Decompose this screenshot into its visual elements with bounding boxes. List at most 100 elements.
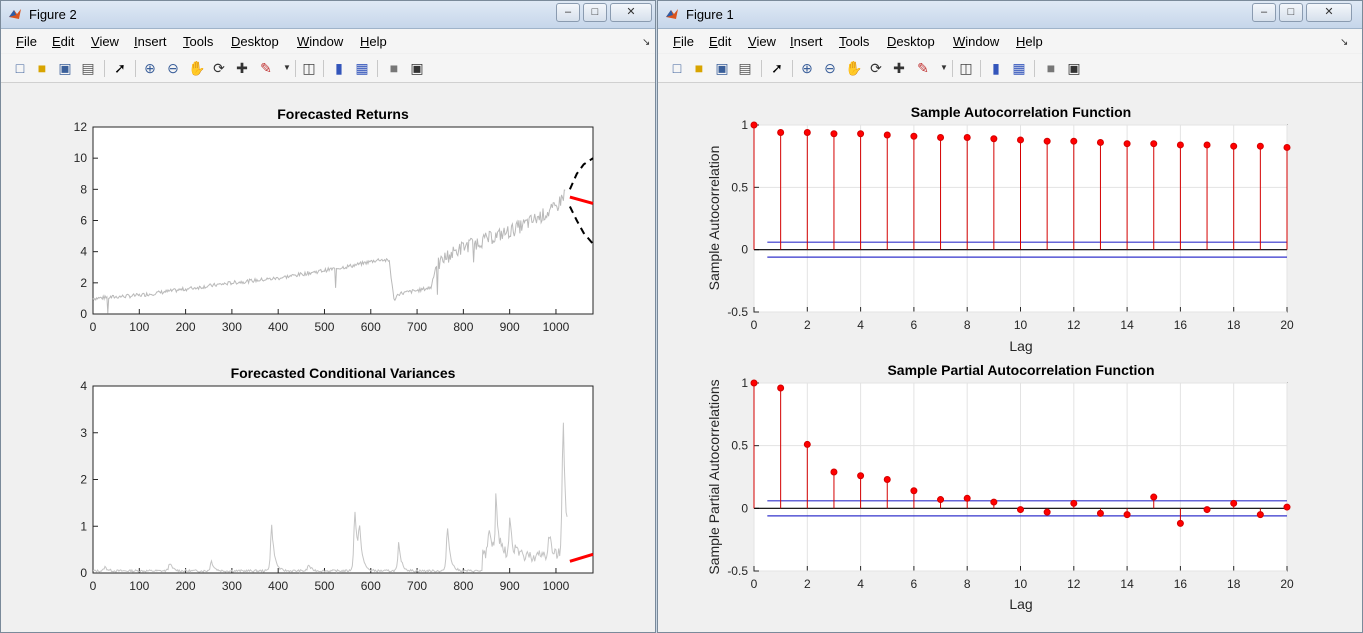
menu-help[interactable]: Help xyxy=(360,34,387,49)
menu-view[interactable]: View xyxy=(748,34,776,49)
dock-arrow-icon[interactable]: ↘ xyxy=(642,37,651,48)
x-tick-label: 6 xyxy=(911,318,918,332)
x-tick-label: 1000 xyxy=(543,579,570,593)
minimize-button[interactable]: – xyxy=(1252,3,1276,22)
pacf-ylabel: Sample Partial Autocorrelations xyxy=(706,379,722,574)
toolbar-separator xyxy=(1034,60,1035,77)
stem-marker xyxy=(1123,140,1131,148)
colorbar-icon[interactable]: ▮ xyxy=(335,60,343,76)
matlab-logo-icon xyxy=(9,9,21,19)
hide-plot-tools-icon[interactable]: ■ xyxy=(389,60,399,76)
close-button[interactable]: ✕ xyxy=(1306,3,1352,22)
y-tick-label: 0 xyxy=(80,566,87,580)
y-tick-label: 0.5 xyxy=(731,439,748,453)
brush-dropdown-icon[interactable]: ▼ xyxy=(940,63,948,72)
rotate-3d-icon[interactable]: ⟳ xyxy=(213,60,225,76)
menu-file[interactable]: File xyxy=(673,34,694,49)
data-cursor-icon[interactable]: ✚ xyxy=(893,60,905,76)
zoom-in-icon[interactable]: ⊕ xyxy=(144,60,156,76)
maximize-button[interactable]: □ xyxy=(583,3,607,22)
toolbar-separator xyxy=(135,60,136,77)
edit-pointer-icon[interactable]: ➚ xyxy=(771,60,783,76)
rotate-3d-icon[interactable]: ⟳ xyxy=(870,60,882,76)
y-tick-label: 2 xyxy=(80,473,87,487)
menu-help[interactable]: Help xyxy=(1016,34,1043,49)
menu-insert[interactable]: Insert xyxy=(790,34,823,49)
legend-icon[interactable]: ▦ xyxy=(1012,60,1026,76)
edit-pointer-icon[interactable]: ➚ xyxy=(114,60,126,76)
returns-history-line xyxy=(92,189,566,314)
stem-marker xyxy=(1096,138,1104,146)
toolbar-separator xyxy=(104,60,105,77)
pan-icon[interactable]: ✋ xyxy=(188,60,206,76)
menu-desktop[interactable]: Desktop xyxy=(231,34,279,49)
colorbar-icon[interactable]: ▮ xyxy=(992,60,1000,76)
stem-marker xyxy=(963,494,971,502)
menu-tools[interactable]: Tools xyxy=(839,34,870,49)
x-tick-label: 500 xyxy=(314,320,334,334)
matlab-logo-icon xyxy=(666,9,678,19)
open-file-icon[interactable]: ■ xyxy=(694,60,704,76)
print-icon[interactable]: ▤ xyxy=(738,60,752,76)
link-plot-icon[interactable]: ◫ xyxy=(302,60,316,76)
save-icon[interactable]: ▣ xyxy=(715,60,729,76)
zoom-out-icon[interactable]: ⊖ xyxy=(824,60,836,76)
x-tick-label: 800 xyxy=(453,579,473,593)
figure1-titlebar[interactable]: Figure 1 – □ ✕ xyxy=(658,1,1362,29)
stem-marker xyxy=(1203,141,1211,149)
menu-window[interactable]: Window xyxy=(953,34,1000,49)
pan-icon[interactable]: ✋ xyxy=(845,60,863,76)
stem-marker xyxy=(1230,499,1238,507)
show-plot-tools-icon[interactable]: ▣ xyxy=(410,60,424,76)
menu-edit[interactable]: Edit xyxy=(709,34,732,49)
stem-marker xyxy=(1043,137,1051,145)
link-plot-icon[interactable]: ◫ xyxy=(959,60,973,76)
data-cursor-icon[interactable]: ✚ xyxy=(236,60,248,76)
close-button[interactable]: ✕ xyxy=(610,3,652,22)
menu-view[interactable]: View xyxy=(91,34,119,49)
brush-icon[interactable]: ✎ xyxy=(260,60,272,76)
zoom-in-icon[interactable]: ⊕ xyxy=(801,60,813,76)
stem-marker xyxy=(1203,506,1211,514)
menu-edit[interactable]: Edit xyxy=(52,34,75,49)
x-tick-label: 600 xyxy=(361,320,381,334)
minimize-button[interactable]: – xyxy=(556,3,580,22)
x-tick-label: 600 xyxy=(361,579,381,593)
menu-file[interactable]: File xyxy=(16,34,37,49)
dock-arrow-icon[interactable]: ↘ xyxy=(1340,37,1349,48)
menu-window[interactable]: Window xyxy=(297,34,344,49)
menu-desktop[interactable]: Desktop xyxy=(887,34,935,49)
show-plot-tools-icon[interactable]: ▣ xyxy=(1067,60,1081,76)
stem-marker xyxy=(937,133,945,141)
open-file-icon[interactable]: ■ xyxy=(37,60,47,76)
stem-marker xyxy=(1043,508,1051,516)
x-tick-label: 500 xyxy=(314,579,334,593)
stem-marker xyxy=(857,472,865,480)
pacf-title: Sample Partial Autocorrelation Function xyxy=(887,362,1154,378)
x-tick-label: 200 xyxy=(176,320,196,334)
new-figure-icon[interactable]: □ xyxy=(672,60,682,76)
menu-tools[interactable]: Tools xyxy=(183,34,214,49)
brush-dropdown-icon[interactable]: ▼ xyxy=(283,63,291,72)
hide-plot-tools-icon[interactable]: ■ xyxy=(1046,60,1056,76)
stem-marker xyxy=(1070,137,1078,145)
y-tick-label: 1 xyxy=(80,519,87,533)
menu-insert[interactable]: Insert xyxy=(134,34,167,49)
brush-icon[interactable]: ✎ xyxy=(917,60,929,76)
x-tick-label: 300 xyxy=(222,320,242,334)
x-tick-label: 4 xyxy=(857,577,864,591)
stem-marker xyxy=(857,130,865,138)
figure2-titlebar[interactable]: Figure 2 – □ ✕ xyxy=(1,1,655,29)
print-icon[interactable]: ▤ xyxy=(81,60,95,76)
zoom-out-icon[interactable]: ⊖ xyxy=(167,60,179,76)
toolbar-separator xyxy=(295,60,296,77)
toolbar-separator xyxy=(377,60,378,77)
legend-icon[interactable]: ▦ xyxy=(355,60,369,76)
figure1-plots: 0 2 4 6 8 10 12 14 16 18 20-0.500.51 Sample Autoco… xyxy=(706,104,1294,612)
acf-title: Sample Autocorrelation Function xyxy=(911,104,1131,120)
maximize-button[interactable]: □ xyxy=(1279,3,1303,22)
figure2-canvas: 0 100 200 300 400 500 600 700 800 900 1000 0 2 4 6 8 10 1… xyxy=(1,83,655,632)
save-icon[interactable]: ▣ xyxy=(58,60,72,76)
x-tick-label: 0 xyxy=(751,577,758,591)
new-figure-icon[interactable]: □ xyxy=(15,60,25,76)
